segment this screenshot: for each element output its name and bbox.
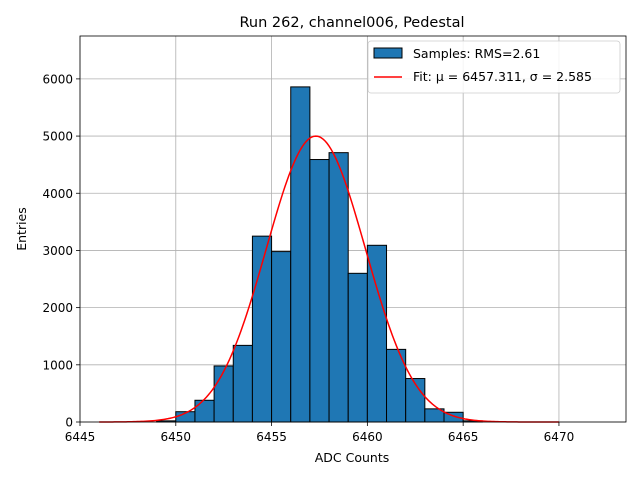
x-tick-label: 6450: [161, 430, 192, 444]
legend: Samples: RMS=2.61 Fit: μ = 6457.311, σ =…: [367, 40, 621, 94]
histogram-bar: [347, 272, 368, 423]
x-tick-label: 6470: [544, 430, 575, 444]
y-tick-label: 1000: [42, 358, 73, 372]
y-tick-label: 3000: [42, 244, 73, 258]
legend-box: [367, 40, 621, 94]
histogram-bar: [194, 399, 215, 423]
fit-curve: [99, 135, 559, 423]
histogram-bar: [328, 152, 349, 423]
y-tick-label: 0: [65, 416, 73, 430]
legend-label-fit: Fit: μ = 6457.311, σ = 2.585: [413, 69, 592, 84]
histogram-bar: [213, 365, 234, 423]
x-axis-label: ADC Counts: [315, 450, 390, 465]
x-tick-label: 6455: [256, 430, 287, 444]
y-axis-ticks: 0 1000 2000 3000 4000 5000 6000: [42, 72, 80, 430]
histogram-bar: [366, 244, 388, 423]
chart-title: Run 262, channel006, Pedestal: [239, 15, 464, 31]
y-tick-label: 2000: [42, 301, 73, 315]
x-tick-label: 6445: [65, 430, 96, 444]
y-axis-label: Entries: [14, 207, 29, 251]
plot-frame: [79, 35, 627, 423]
histogram-bar: [271, 251, 292, 423]
legend-swatch-samples: [373, 47, 403, 59]
x-axis-ticks: 6445 6450 6455 6460 6465 6470: [65, 422, 574, 444]
y-tick-label: 6000: [42, 72, 73, 86]
histogram-bar: [232, 344, 253, 423]
histogram-bar: [290, 86, 311, 423]
histogram-bar: [309, 159, 330, 423]
legend-label-samples: Samples: RMS=2.61: [413, 46, 540, 61]
x-tick-label: 6460: [352, 430, 383, 444]
y-tick-label: 5000: [42, 130, 73, 144]
y-tick-label: 4000: [42, 187, 73, 201]
x-tick-label: 6465: [448, 430, 479, 444]
